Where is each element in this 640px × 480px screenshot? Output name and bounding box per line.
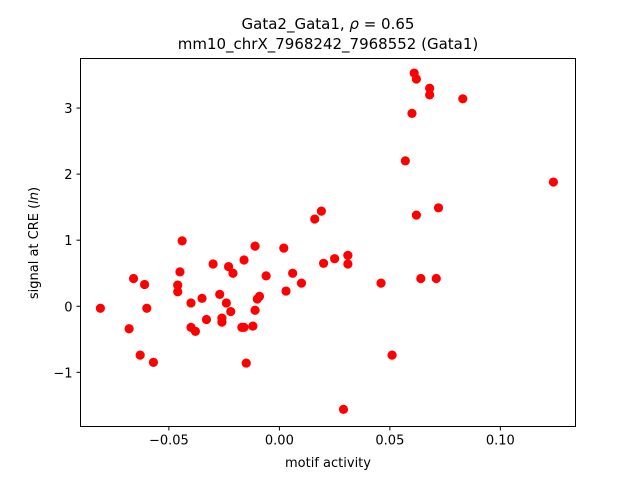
data-point bbox=[208, 259, 218, 269]
chart-title-line1: Gata2_Gata1, ρ = 0.65 bbox=[242, 15, 415, 34]
data-point bbox=[318, 258, 329, 268]
data-point bbox=[431, 273, 441, 284]
data-point bbox=[316, 206, 326, 216]
x-tick-label: 0.10 bbox=[486, 434, 515, 449]
x-tick-label: 0.00 bbox=[265, 434, 294, 449]
data-point bbox=[148, 357, 159, 368]
y-tick-label: 2 bbox=[64, 168, 72, 183]
data-point bbox=[387, 350, 397, 360]
data-point bbox=[310, 214, 320, 224]
data-point bbox=[548, 177, 559, 187]
data-point bbox=[458, 94, 468, 104]
data-point bbox=[128, 273, 139, 284]
data-point bbox=[221, 298, 231, 308]
data-point bbox=[407, 108, 417, 118]
data-point bbox=[173, 287, 183, 297]
data-points bbox=[95, 68, 559, 414]
data-point bbox=[239, 322, 249, 332]
data-point bbox=[228, 268, 238, 278]
y-tick-label: 3 bbox=[64, 102, 72, 117]
data-point bbox=[241, 358, 251, 368]
x-axis-ticks: −0.05 0.00 0.05 0.10 bbox=[149, 426, 515, 449]
data-point bbox=[142, 303, 152, 313]
data-point bbox=[288, 268, 298, 278]
data-point bbox=[433, 203, 444, 213]
data-point bbox=[250, 305, 260, 315]
data-point bbox=[177, 236, 187, 246]
y-axis-label: signal at CRE (ln) bbox=[27, 187, 42, 299]
data-point bbox=[411, 74, 421, 84]
x-axis-label: motif activity bbox=[285, 456, 371, 471]
data-point bbox=[175, 267, 185, 277]
x-tick-label: 0.05 bbox=[375, 434, 404, 449]
data-point bbox=[400, 156, 410, 166]
data-point bbox=[250, 241, 260, 251]
plot-frame bbox=[80, 58, 576, 427]
data-point bbox=[201, 314, 212, 325]
data-point bbox=[186, 298, 196, 308]
data-point bbox=[343, 250, 353, 260]
data-point bbox=[376, 278, 386, 288]
data-point bbox=[343, 259, 353, 269]
data-point bbox=[411, 210, 421, 220]
data-point bbox=[416, 273, 426, 284]
data-point bbox=[124, 324, 134, 334]
chart-title-line2: mm10_chrX_7968242_7968552 (Gata1) bbox=[178, 35, 479, 54]
data-point bbox=[226, 306, 236, 317]
data-point bbox=[425, 90, 435, 100]
data-point bbox=[248, 321, 258, 331]
data-point bbox=[139, 279, 150, 290]
data-point bbox=[223, 262, 234, 272]
x-tick-label: −0.05 bbox=[149, 434, 189, 449]
y-axis-ticks: −1 0 1 2 3 bbox=[53, 102, 81, 381]
data-point bbox=[254, 291, 265, 301]
data-point bbox=[261, 271, 271, 281]
data-point bbox=[95, 303, 105, 313]
data-point bbox=[279, 243, 289, 253]
data-point bbox=[217, 317, 227, 327]
data-point bbox=[135, 350, 145, 360]
data-point bbox=[215, 289, 225, 299]
data-point bbox=[197, 293, 207, 303]
y-tick-label: −1 bbox=[53, 366, 72, 381]
data-point bbox=[296, 278, 307, 288]
y-tick-label: 1 bbox=[64, 234, 72, 249]
data-point bbox=[425, 83, 435, 93]
data-point bbox=[338, 404, 349, 414]
data-point bbox=[281, 286, 291, 296]
y-tick-label: 0 bbox=[64, 300, 72, 315]
data-point bbox=[173, 280, 183, 290]
data-point bbox=[190, 326, 201, 336]
data-point bbox=[330, 254, 340, 264]
data-point bbox=[239, 255, 249, 265]
